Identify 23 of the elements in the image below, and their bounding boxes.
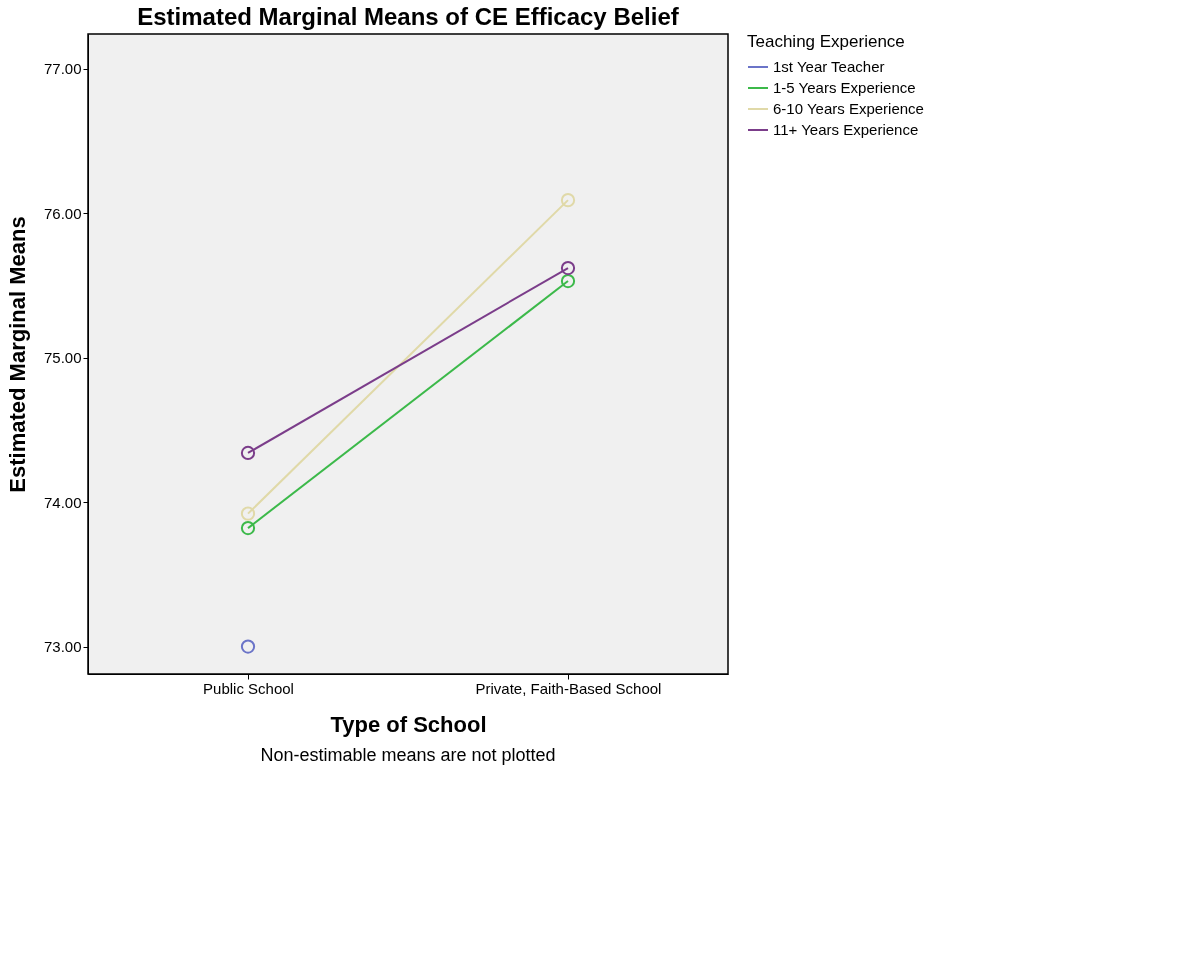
y-tick-label: 76.00	[43, 204, 82, 222]
y-tick-label: 73.00	[43, 638, 82, 656]
legend-title: Teaching Experience	[747, 32, 905, 51]
point	[560, 260, 576, 276]
y-axis-title: Estimated Marginal Means	[4, 216, 30, 493]
y-tick-label: 74.00	[43, 493, 82, 511]
text: Non-estimable means are not plotted	[260, 745, 556, 765]
chart-title: Estimated Marginal Means of CE Efficacy Belief	[137, 3, 680, 30]
legend-label: 11+ Years Experience	[773, 121, 919, 138]
point	[560, 273, 576, 289]
point	[240, 520, 256, 536]
point	[240, 639, 256, 654]
point	[560, 193, 576, 208]
legend-label: 1-5 Years Experience	[773, 79, 916, 96]
x-tick-label: Public School	[203, 679, 294, 697]
x-tick-label: Private, Faith-Based School	[475, 679, 662, 697]
legend-label: 1st Year Teacher	[773, 58, 885, 75]
x-axis-title: Type of School	[330, 711, 487, 737]
y-tick-label: 75.00	[43, 349, 82, 367]
point	[240, 506, 256, 521]
legend-label: 6-10 Years Experience	[773, 100, 924, 117]
point	[240, 445, 256, 461]
y-tick-label: 77.00	[43, 60, 82, 78]
